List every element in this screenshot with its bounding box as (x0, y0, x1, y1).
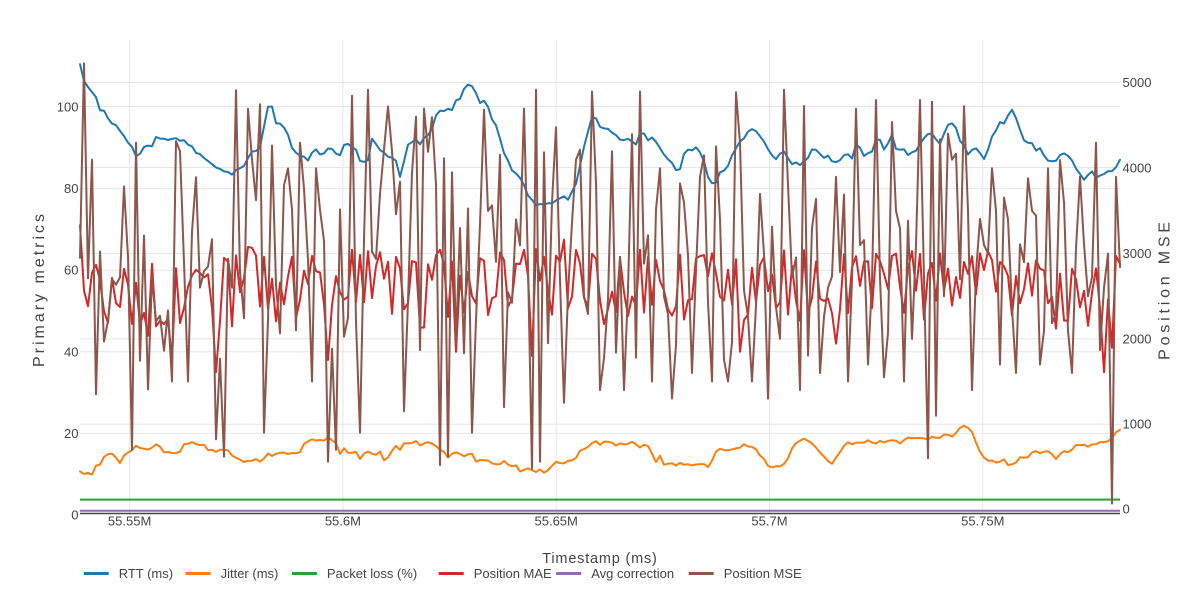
svg-text:0: 0 (71, 508, 78, 523)
svg-text:55.7M: 55.7M (751, 513, 787, 528)
svg-text:Position MAE: Position MAE (474, 566, 552, 581)
svg-text:55.65M: 55.65M (535, 513, 578, 528)
svg-text:80: 80 (64, 181, 78, 196)
svg-text:RTT (ms): RTT (ms) (119, 566, 173, 581)
svg-text:0: 0 (1123, 502, 1130, 517)
svg-text:Packet loss (%): Packet loss (%) (327, 566, 417, 581)
svg-text:60: 60 (64, 263, 78, 278)
svg-text:Primary metrics: Primary metrics (31, 211, 48, 367)
svg-text:3000: 3000 (1123, 246, 1152, 261)
svg-text:Avg correction: Avg correction (591, 566, 674, 581)
svg-text:Jitter (ms): Jitter (ms) (221, 566, 279, 581)
svg-text:1000: 1000 (1123, 417, 1152, 432)
svg-text:20: 20 (64, 426, 78, 441)
svg-text:5000: 5000 (1123, 75, 1152, 90)
svg-text:40: 40 (64, 344, 78, 359)
svg-text:Timestamp (ms): Timestamp (ms) (542, 551, 657, 567)
svg-text:2000: 2000 (1123, 331, 1152, 346)
svg-text:55.75M: 55.75M (961, 513, 1004, 528)
svg-text:4000: 4000 (1123, 160, 1152, 175)
svg-text:55.6M: 55.6M (325, 513, 361, 528)
svg-text:55.55M: 55.55M (108, 513, 151, 528)
svg-text:Position MSE: Position MSE (1157, 218, 1174, 360)
svg-text:Position MSE: Position MSE (724, 566, 802, 581)
svg-text:100: 100 (57, 100, 79, 115)
